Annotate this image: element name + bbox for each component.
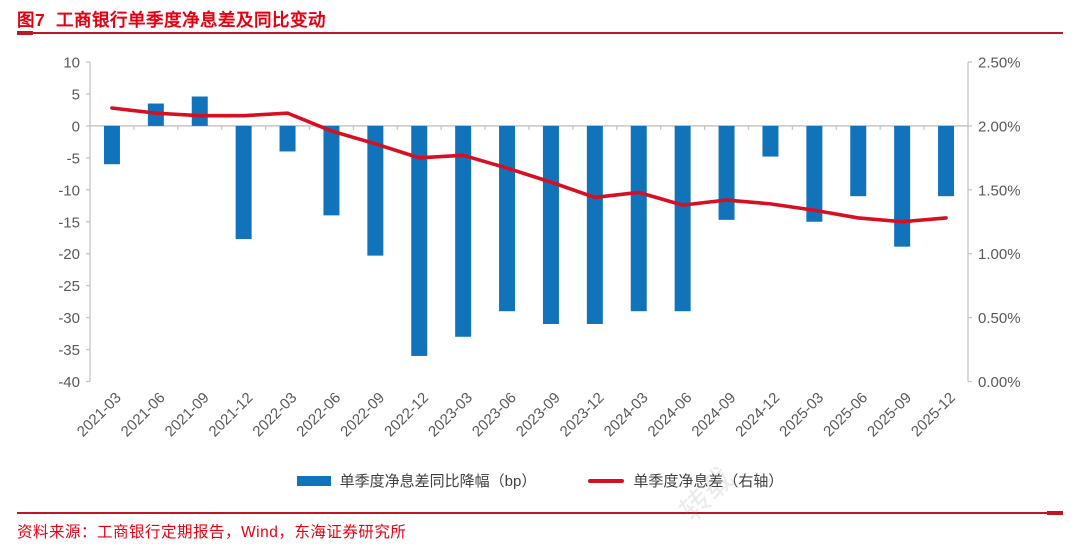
- chart-legend: 单季度净息差同比降幅（bp） 单季度净息差（右轴）: [0, 470, 1080, 491]
- svg-text:2024-06: 2024-06: [645, 389, 696, 440]
- svg-text:-35: -35: [58, 342, 80, 359]
- svg-text:2023-06: 2023-06: [469, 389, 520, 440]
- svg-text:0.00%: 0.00%: [978, 374, 1021, 391]
- footer-rule: [17, 512, 1063, 514]
- svg-text:2021-03: 2021-03: [74, 389, 125, 440]
- svg-text:2025-09: 2025-09: [864, 389, 915, 440]
- svg-text:2023-09: 2023-09: [513, 389, 564, 440]
- svg-text:2025-06: 2025-06: [820, 389, 871, 440]
- svg-text:-10: -10: [58, 182, 80, 199]
- line-series-label: 单季度净息差（右轴）: [633, 473, 784, 490]
- svg-text:-20: -20: [58, 246, 80, 263]
- svg-text:2024-12: 2024-12: [732, 389, 783, 440]
- svg-text:2021-09: 2021-09: [162, 389, 213, 440]
- svg-text:2025-12: 2025-12: [908, 389, 959, 440]
- legend-item-line: 单季度净息差（右轴）: [588, 470, 783, 491]
- svg-text:2022-06: 2022-06: [293, 389, 344, 440]
- svg-text:2022-09: 2022-09: [337, 389, 388, 440]
- legend-item-bar: 单季度净息差同比降幅（bp）: [296, 470, 537, 491]
- svg-text:0.50%: 0.50%: [978, 310, 1021, 327]
- svg-text:-40: -40: [58, 374, 80, 391]
- svg-text:2025-03: 2025-03: [776, 389, 827, 440]
- bar-series-swatch: [296, 475, 331, 486]
- source-text: 资料来源：工商银行定期报告，Wind，东海证券研究所: [17, 524, 407, 541]
- svg-text:2.00%: 2.00%: [978, 118, 1021, 135]
- svg-text:1.50%: 1.50%: [978, 182, 1021, 199]
- svg-text:2023-03: 2023-03: [425, 389, 476, 440]
- svg-text:2021-06: 2021-06: [118, 389, 169, 440]
- svg-text:5: 5: [72, 86, 80, 103]
- svg-text:2023-12: 2023-12: [557, 389, 608, 440]
- svg-text:0: 0: [72, 118, 80, 135]
- svg-text:2024-09: 2024-09: [688, 389, 739, 440]
- svg-text:2.50%: 2.50%: [978, 55, 1021, 72]
- svg-text:-15: -15: [58, 214, 80, 231]
- svg-text:-30: -30: [58, 310, 80, 327]
- svg-text:1.00%: 1.00%: [978, 246, 1021, 263]
- svg-text:2024-03: 2024-03: [601, 389, 652, 440]
- footer-rule-accent: [1047, 511, 1063, 515]
- svg-text:2022-12: 2022-12: [381, 389, 432, 440]
- line-series-swatch: [588, 478, 625, 483]
- svg-text:2021-12: 2021-12: [206, 389, 257, 440]
- title-underline-accent: [17, 31, 33, 35]
- svg-text:2022-03: 2022-03: [249, 389, 300, 440]
- title-underline: [17, 32, 1063, 34]
- svg-text:-5: -5: [67, 150, 80, 167]
- svg-text:10: 10: [63, 55, 80, 72]
- bar-series-label: 单季度净息差同比降幅（bp）: [339, 473, 537, 490]
- figure-title: 图7 工商银行单季度净息差及同比变动: [17, 10, 326, 30]
- svg-text:-25: -25: [58, 278, 80, 295]
